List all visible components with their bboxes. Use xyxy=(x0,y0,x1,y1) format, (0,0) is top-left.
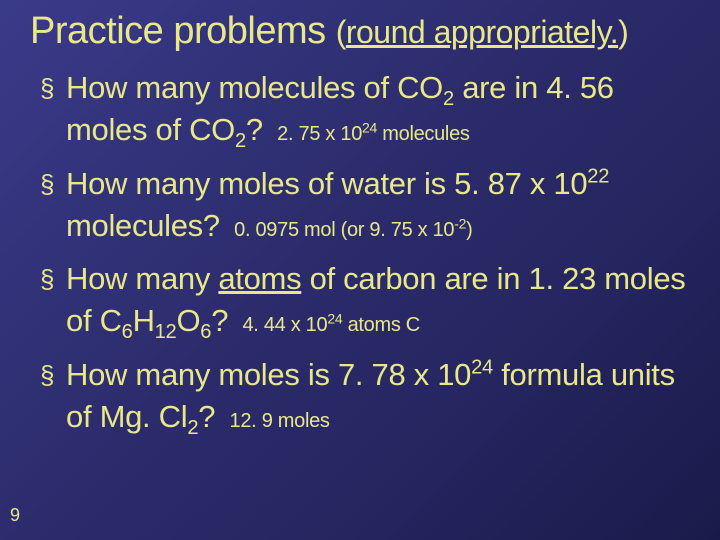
answer-text: 12. 9 moles xyxy=(230,410,330,432)
question-text: ? xyxy=(211,303,228,338)
list-item: How many molecules of CO2 are in 4. 56 m… xyxy=(40,67,700,151)
page-number: 9 xyxy=(10,505,20,526)
subscript: 2 xyxy=(235,130,246,152)
underlined-word: atoms xyxy=(218,261,301,296)
question-text: O xyxy=(176,303,200,338)
bullet-list: How many molecules of CO2 are in 4. 56 m… xyxy=(40,67,700,438)
question-text: How many moles is 7. 78 x 10 xyxy=(66,357,471,392)
list-item: How many moles of water is 5. 87 x 1022 … xyxy=(40,163,700,247)
paren-close: ) xyxy=(618,14,628,50)
question-text: ? xyxy=(198,399,215,434)
answer-pre: 4. 44 x 10 xyxy=(242,314,327,336)
title-underlined: round appropriately. xyxy=(346,14,618,50)
list-item: How many atoms of carbon are in 1. 23 mo… xyxy=(40,258,700,342)
subscript: 6 xyxy=(122,321,133,343)
answer-pre: 12. 9 moles xyxy=(230,410,330,432)
subscript: 12 xyxy=(155,321,177,343)
superscript: 24 xyxy=(362,119,377,135)
question-text: molecules? xyxy=(66,208,220,243)
answer-pre: 2. 75 x 10 xyxy=(277,123,362,145)
answer-text: 4. 44 x 1024 atoms C xyxy=(242,314,419,336)
answer-post: ) xyxy=(466,219,472,241)
superscript: -2 xyxy=(454,215,466,231)
answer-pre: 0. 0975 mol (or 9. 75 x 10 xyxy=(234,219,454,241)
answer-text: 0. 0975 mol (or 9. 75 x 10-2) xyxy=(234,219,472,241)
superscript: 24 xyxy=(327,311,342,327)
slide-title: Practice problems (round appropriately.) xyxy=(30,10,700,53)
answer-post: molecules xyxy=(377,123,470,145)
question-text: How many molecules of CO xyxy=(66,70,443,105)
subscript: 2 xyxy=(187,417,198,439)
paren-open: ( xyxy=(336,14,346,50)
answer-post: atoms C xyxy=(342,314,420,336)
question-text: ? xyxy=(246,112,263,147)
title-paren: (round appropriately.) xyxy=(336,14,629,50)
subscript: 6 xyxy=(200,321,211,343)
slide-container: Practice problems (round appropriately.)… xyxy=(0,0,720,540)
list-item: How many moles is 7. 78 x 1024 formula u… xyxy=(40,354,700,438)
subscript: 2 xyxy=(443,88,454,110)
question-text: How many xyxy=(66,261,218,296)
question-text: How many moles of water is 5. 87 x 10 xyxy=(66,166,587,201)
answer-text: 2. 75 x 1024 molecules xyxy=(277,123,469,145)
title-main: Practice problems xyxy=(30,10,326,52)
superscript: 22 xyxy=(587,165,609,187)
superscript: 24 xyxy=(471,357,493,379)
question-text: H xyxy=(133,303,155,338)
